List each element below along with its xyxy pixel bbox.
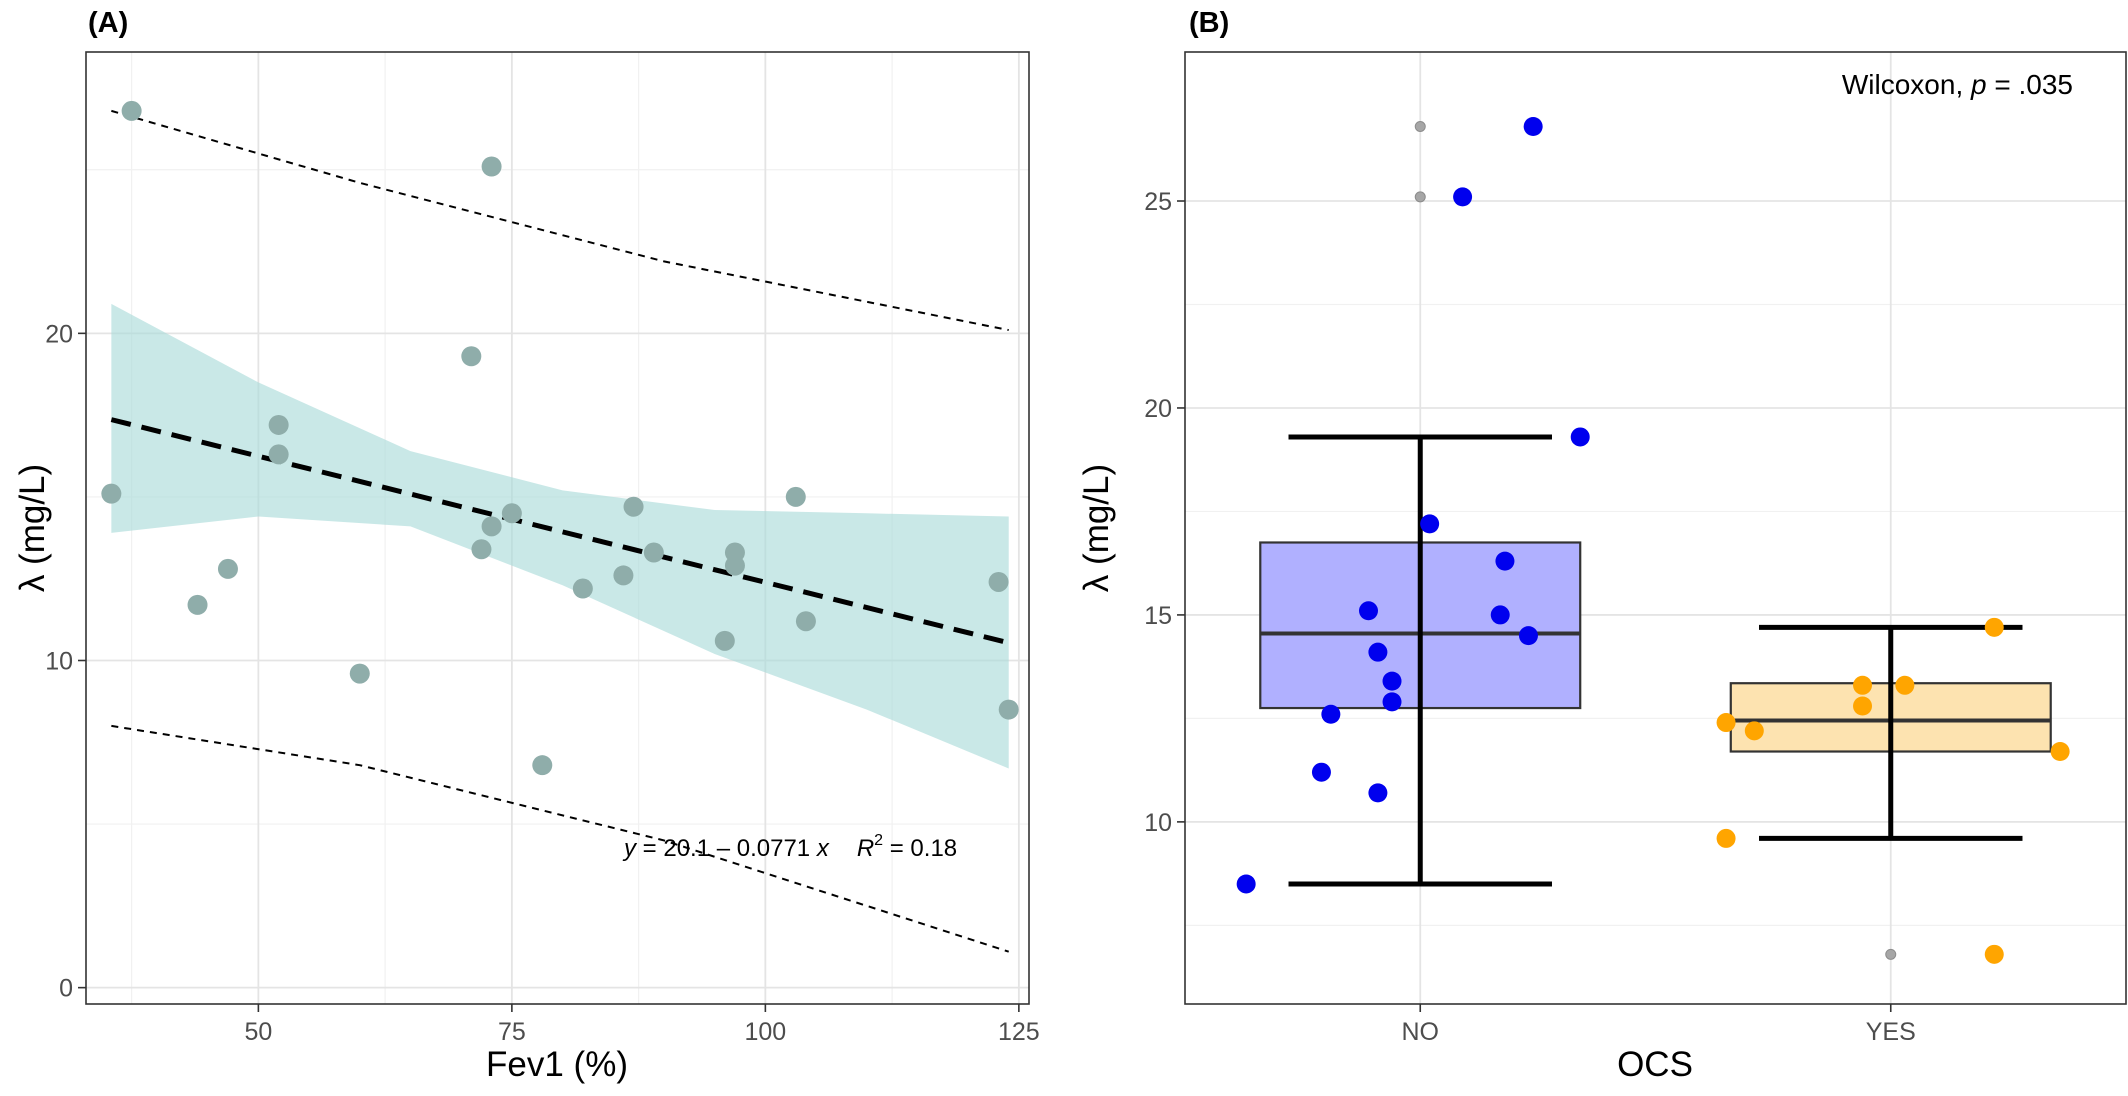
y-tick-label: 15 xyxy=(1144,602,1172,630)
data-point xyxy=(461,346,482,367)
panel-b-plot-bg xyxy=(1185,52,2126,1004)
data-point xyxy=(1716,828,1736,848)
data-point xyxy=(1853,696,1873,716)
data-point xyxy=(101,483,122,504)
data-point xyxy=(623,496,644,517)
annotation-y-symbol: y xyxy=(622,835,638,862)
data-point xyxy=(1368,642,1388,662)
data-point xyxy=(217,558,238,579)
outlier-point xyxy=(1414,121,1426,133)
data-point xyxy=(481,156,502,177)
y-tick-label: 25 xyxy=(1144,188,1172,216)
annotation-x-symbol: x xyxy=(816,835,830,862)
panel-b-label: (B) xyxy=(1189,7,1229,39)
panel-a-points xyxy=(101,100,1019,776)
data-point xyxy=(988,571,1009,592)
data-point xyxy=(1518,626,1538,646)
data-point xyxy=(1570,427,1590,447)
data-point xyxy=(1382,692,1402,712)
data-point xyxy=(1495,551,1515,571)
data-point xyxy=(1321,704,1341,724)
outlier-point xyxy=(1414,191,1426,203)
panel-a-x-axis-title: Fev1 (%) xyxy=(486,1045,628,1084)
y-tick-label: 20 xyxy=(45,320,73,348)
panel-a-confidence-band xyxy=(111,303,1009,769)
annotation-r-superscript: 2 xyxy=(874,832,883,849)
x-tick-label: 75 xyxy=(498,1018,526,1046)
x-tick-label: 100 xyxy=(745,1018,787,1046)
panel-b-points xyxy=(1236,117,2070,964)
data-point xyxy=(643,542,664,563)
annotation-prefix: Wilcoxon, xyxy=(1842,69,1971,100)
data-point xyxy=(501,503,522,524)
data-point xyxy=(471,539,492,560)
data-point xyxy=(121,100,142,121)
data-point xyxy=(532,755,553,776)
annotation-r-value: = 0.18 xyxy=(883,835,957,862)
data-point xyxy=(795,611,816,632)
panel-b: (B) Wilcoxon, p = .035 10 15 20 25 NO YES OCS… xyxy=(1077,7,2127,1084)
annotation-p-value: = .035 xyxy=(1987,69,2073,100)
data-point xyxy=(724,555,745,576)
data-point xyxy=(481,516,502,537)
data-point xyxy=(2050,742,2070,762)
panel-a-label: (A) xyxy=(88,7,128,39)
y-tick-label: 20 xyxy=(1144,395,1172,423)
data-point xyxy=(1236,874,1256,894)
panel-a-y-axis-title: λ (mg/L) xyxy=(13,464,52,592)
panel-a-prediction-lower xyxy=(111,724,1010,953)
data-point xyxy=(1523,117,1543,137)
data-point xyxy=(785,486,806,507)
panel-b-y-axis-title: λ (mg/L) xyxy=(1077,464,1116,592)
x-tick-label: 50 xyxy=(244,1018,272,1046)
panel-b-axes: 10 15 20 25 NO YES xyxy=(1144,188,1916,1046)
data-point xyxy=(1490,605,1510,625)
data-point xyxy=(1984,617,2004,637)
data-point xyxy=(1453,187,1473,207)
x-tick-label: YES xyxy=(1866,1018,1916,1046)
data-point xyxy=(1895,675,1915,695)
panel-a-regression-annotation: y = 20.1 – 0.0771 x R2 = 0.18 xyxy=(622,832,957,862)
data-point xyxy=(1716,713,1736,733)
data-point xyxy=(268,414,289,435)
panel-b-plot-border xyxy=(1184,51,2127,1005)
data-point xyxy=(349,663,370,684)
x-tick-label: NO xyxy=(1402,1018,1440,1046)
annotation-equation: = 20.1 – 0.0771 xyxy=(636,835,817,862)
x-tick-label: 125 xyxy=(998,1018,1040,1046)
panel-a-plot-border xyxy=(85,51,1030,1005)
panel-b-x-axis-title: OCS xyxy=(1617,1045,1693,1084)
panel-a: (A) y = 20.1 – 0.0771 x R2 = 0.18 50 75 100… xyxy=(13,7,1040,1084)
data-point xyxy=(613,565,634,586)
data-point xyxy=(187,594,208,615)
panel-b-boxes xyxy=(1259,121,2052,960)
annotation-r-symbol: R xyxy=(857,835,874,862)
annotation-p-symbol: p xyxy=(1970,69,1987,100)
y-tick-label: 0 xyxy=(59,975,73,1003)
panel-a-axes: 50 75 100 125 0 10 20 xyxy=(45,320,1040,1046)
data-point xyxy=(1368,783,1388,803)
y-tick-label: 10 xyxy=(45,647,73,675)
data-point xyxy=(1382,671,1402,691)
data-point xyxy=(714,630,735,651)
data-point xyxy=(1358,601,1378,621)
data-point xyxy=(572,578,593,599)
data-point xyxy=(1311,762,1331,782)
data-point xyxy=(1853,675,1873,695)
data-point xyxy=(1744,721,1764,741)
data-point xyxy=(268,444,289,465)
data-point xyxy=(1984,944,2004,964)
data-point xyxy=(1420,514,1440,534)
outlier-point xyxy=(1885,948,1897,960)
panel-b-test-annotation: Wilcoxon, p = .035 xyxy=(1842,69,2073,100)
data-point xyxy=(998,699,1019,720)
y-tick-label: 10 xyxy=(1144,809,1172,837)
